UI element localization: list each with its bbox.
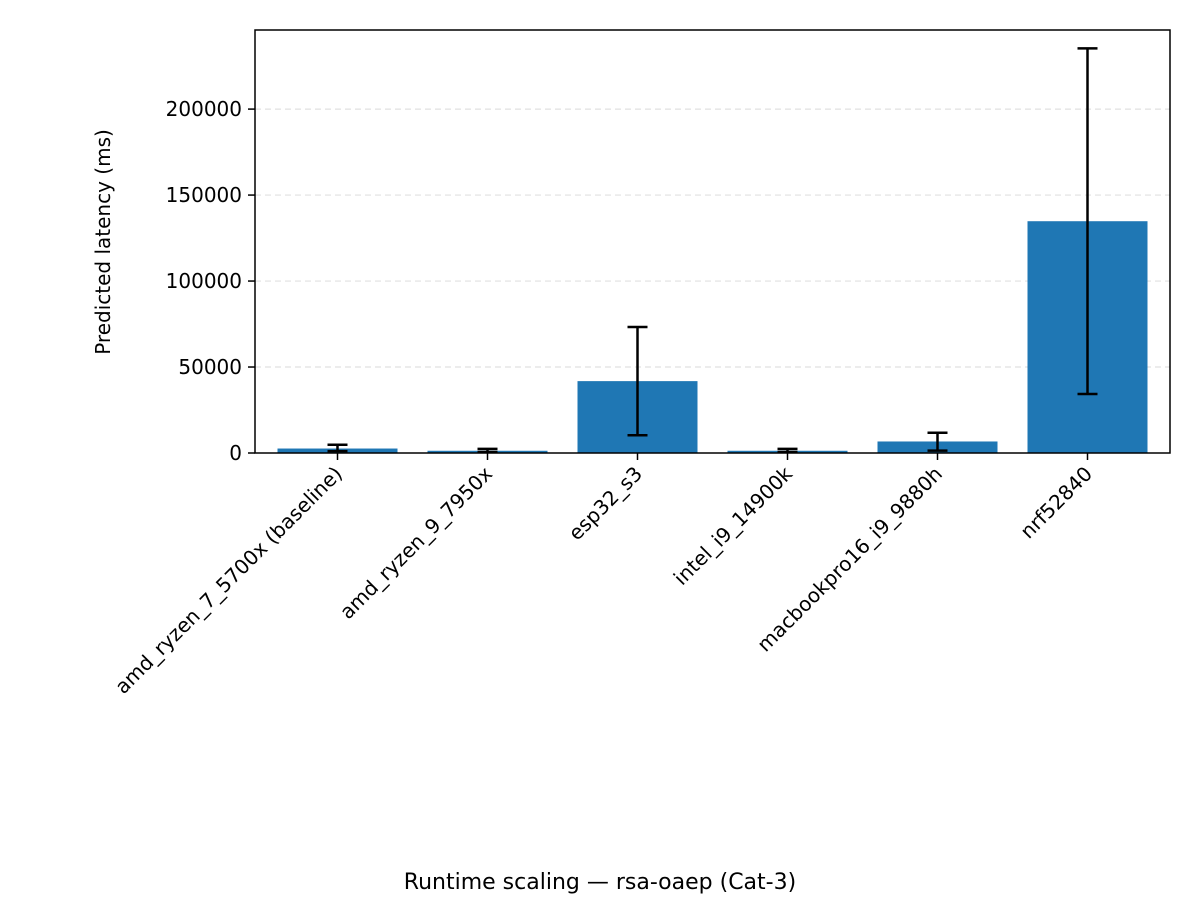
error-bar [1077,47,1098,396]
y-tick-label: 50000 [178,355,242,379]
y-tick-label: 150000 [166,183,242,207]
x-axis-ticks: amd_ryzen_7_5700x (baseline)amd_ryzen_9_… [110,453,1097,699]
chart-caption: Runtime scaling — rsa-oaep (Cat-3) [404,870,796,895]
error-bar [927,431,948,452]
error-bar [627,325,648,437]
x-tick-label: nrf52840 [1015,462,1097,544]
x-tick-label: intel_i9_14900k [669,461,798,590]
y-tick-label: 200000 [166,97,242,121]
error-bars [327,47,1098,454]
plot-frame [254,29,1171,454]
y-axis-ticks: 0 50000 100000 150000 200000 [166,97,255,465]
x-tick-label: amd_ryzen_7_5700x (baseline) [110,462,347,699]
x-tick-label: esp32_s3 [564,462,647,545]
error-bar [327,443,348,453]
y-axis-label: Predicted latency (ms) [91,129,115,355]
bars [277,221,1148,453]
grid-lines [255,108,1170,368]
x-tick-label: amd_ryzen_9_7950x [335,461,497,623]
y-tick-label: 0 [229,441,242,465]
error-bar [477,447,498,454]
y-tick-label: 100000 [166,269,242,293]
error-bar [777,447,798,454]
